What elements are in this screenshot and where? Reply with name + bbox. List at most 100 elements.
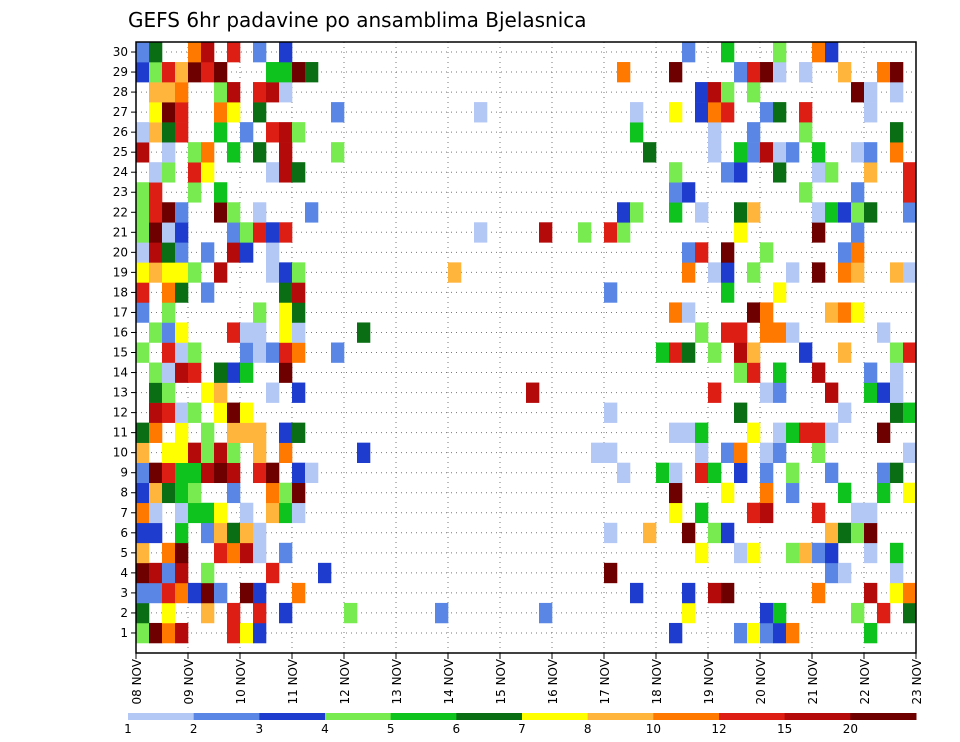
heatmap-cell — [682, 242, 696, 263]
heatmap-cell — [903, 402, 917, 423]
heatmap-cell — [851, 82, 865, 103]
heatmap-cell — [825, 302, 839, 323]
heatmap-cell — [838, 242, 852, 263]
heatmap-cell — [890, 82, 904, 103]
heatmap-cell — [617, 202, 631, 223]
heatmap-cell — [682, 262, 696, 283]
heatmap-cell — [279, 502, 293, 524]
x-tick-label: 11 NOV — [286, 658, 300, 704]
heatmap-cell — [747, 542, 761, 564]
heatmap-cell — [747, 262, 761, 283]
heatmap-cell — [136, 502, 150, 524]
heatmap-cell — [214, 582, 228, 604]
heatmap-cell — [266, 222, 280, 243]
heatmap-cell — [149, 262, 163, 283]
heatmap-cell — [305, 462, 319, 484]
heatmap-cell — [682, 522, 696, 544]
heatmap-cell — [812, 42, 826, 63]
heatmap-cell — [175, 482, 189, 504]
heatmap-cell — [227, 542, 241, 564]
heatmap-cell — [292, 282, 306, 303]
heatmap-cell — [292, 122, 306, 143]
heatmap-cell — [253, 602, 267, 624]
heatmap-cell — [279, 222, 293, 243]
heatmap-cell — [890, 62, 904, 83]
heatmap-cell — [799, 122, 813, 143]
heatmap-cell — [175, 82, 189, 103]
heatmap-cell — [838, 302, 852, 323]
heatmap-cell — [890, 262, 904, 283]
heatmap-cell — [136, 462, 150, 484]
heatmap-cell — [214, 202, 228, 223]
heatmap-cell — [162, 262, 176, 283]
heatmap-cell — [162, 122, 176, 143]
heatmap-cell — [695, 102, 709, 123]
heatmap-cell — [877, 62, 891, 83]
heatmap-cell — [760, 502, 774, 524]
heatmap-cell — [227, 362, 241, 383]
heatmap-cell — [708, 342, 722, 363]
heatmap-cell — [253, 522, 267, 544]
heatmap-cell — [149, 462, 163, 484]
heatmap-cell — [188, 62, 202, 83]
y-tick-label: 25 — [113, 145, 128, 159]
heatmap-cell — [448, 262, 462, 283]
y-tick-label: 13 — [113, 386, 128, 400]
y-tick-label: 26 — [113, 125, 128, 139]
heatmap-cell — [227, 222, 241, 243]
y-tick-label: 15 — [113, 346, 128, 360]
heatmap-cell — [812, 582, 826, 604]
x-tick-label: 17 NOV — [598, 658, 612, 704]
heatmap-cell — [721, 322, 735, 343]
heatmap-cell — [760, 62, 774, 83]
heatmap-cell — [136, 142, 150, 163]
heatmap-cell — [747, 202, 761, 223]
heatmap-cell — [279, 542, 293, 564]
heatmap-cell — [864, 82, 878, 103]
y-tick-label: 19 — [113, 265, 128, 279]
heatmap-cell — [201, 62, 215, 83]
legend-swatch — [522, 713, 589, 720]
heatmap-cell — [240, 542, 254, 564]
heatmap-cell — [669, 502, 683, 524]
heatmap-cell — [890, 582, 904, 604]
heatmap-cell — [773, 162, 787, 183]
heatmap-cell — [214, 442, 228, 463]
heatmap-cell — [266, 122, 280, 143]
heatmap-cell — [149, 82, 163, 103]
heatmap-cell — [812, 262, 826, 283]
heatmap-cell — [526, 382, 540, 403]
heatmap-cell — [578, 222, 592, 243]
y-tick-label: 7 — [120, 506, 128, 520]
heatmap-cell — [201, 42, 215, 63]
heatmap-cell — [786, 322, 800, 343]
heatmap-cell — [188, 262, 202, 283]
heatmap-cell — [747, 622, 761, 644]
heatmap-cell — [435, 602, 449, 624]
heatmap-cell — [292, 382, 306, 403]
heatmap-cell — [136, 442, 150, 463]
heatmap-cell — [760, 382, 774, 403]
heatmap-cell — [305, 62, 319, 83]
heatmap-cell — [734, 542, 748, 564]
heatmap-cell — [812, 142, 826, 163]
legend-swatch — [587, 713, 654, 720]
heatmap-cell — [812, 222, 826, 243]
y-axis-ticks: 1234567891011121314151617181920212223242… — [113, 45, 136, 640]
heatmap-cell — [734, 142, 748, 163]
heatmap-cell — [630, 202, 644, 223]
heatmap-cell — [188, 142, 202, 163]
heatmap-cell — [734, 402, 748, 423]
heatmap-cell — [292, 342, 306, 363]
heatmap-cell — [136, 282, 150, 303]
heatmap-cell — [175, 422, 189, 443]
heatmap-cell — [890, 342, 904, 363]
heatmap-cell — [903, 582, 917, 604]
heatmap-cell — [708, 262, 722, 283]
heatmap-cell — [175, 402, 189, 423]
heatmap-cell — [838, 342, 852, 363]
heatmap-cell — [734, 222, 748, 243]
heatmap-cell — [136, 602, 150, 624]
heatmap-cell — [747, 62, 761, 83]
heatmap-cell — [331, 102, 345, 123]
